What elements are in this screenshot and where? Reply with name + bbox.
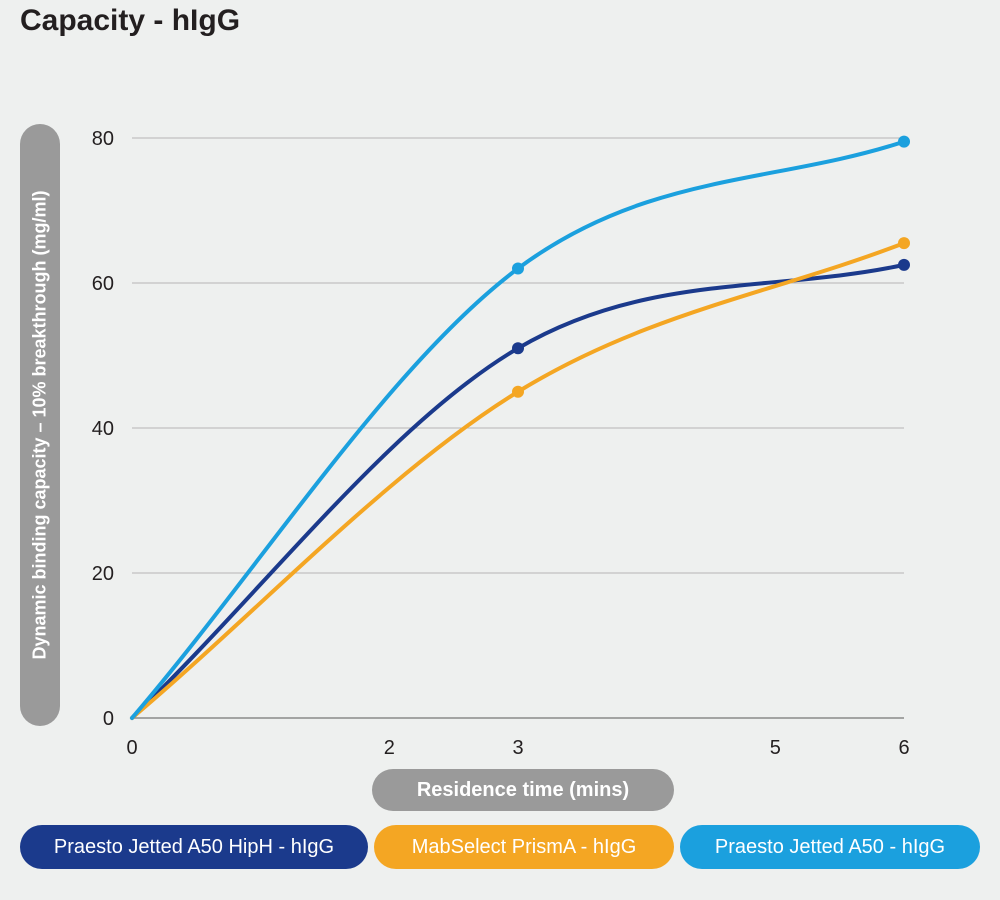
- x-tick-label-6: 6: [898, 737, 909, 759]
- y-tick-label-80: 80: [92, 128, 114, 150]
- data-point-s1-x3: [512, 385, 524, 398]
- x-tick-label-5: 5: [770, 737, 781, 759]
- x-tick-label-2: 2: [384, 737, 395, 759]
- legend-item-praesto-jetted-a50-hiph[interactable]: Praesto Jetted A50 HipH - hIgG: [20, 825, 368, 869]
- series-line-1: [130, 241, 906, 720]
- series-points: [512, 135, 910, 398]
- series-lines: [130, 139, 906, 720]
- y-axis-label: Dynamic binding capacity – 10% breakthro…: [29, 190, 50, 660]
- chart-title: Capacity - hIgG: [20, 4, 241, 37]
- y-tick-label-40: 40: [92, 418, 114, 440]
- series-line-0: [130, 262, 906, 720]
- y-tick-label-0: 0: [103, 708, 114, 730]
- data-point-s0-x6: [898, 258, 910, 271]
- y-tick-label-20: 20: [92, 563, 114, 585]
- gridlines: [132, 137, 904, 719]
- data-point-s0-x3: [512, 342, 524, 355]
- data-point-s2-x6: [898, 135, 910, 148]
- x-tick-label-3: 3: [512, 737, 523, 759]
- data-point-s1-x6: [898, 237, 910, 250]
- legend-item-praesto-jetted-a50[interactable]: Praesto Jetted A50 - hIgG: [680, 825, 980, 869]
- legend-item-mabselect-prisma[interactable]: MabSelect PrismA - hIgG: [374, 825, 674, 869]
- series-line-2: [130, 139, 906, 720]
- axis-ticks: 0 20 40 60 80 0 2 3 5 6: [92, 128, 910, 759]
- x-axis-label: Residence time (mins): [372, 769, 674, 811]
- y-tick-label-60: 60: [92, 273, 114, 295]
- data-point-s2-x3: [512, 262, 524, 275]
- x-tick-label-0: 0: [126, 737, 137, 759]
- y-axis-label-pill: [20, 124, 60, 726]
